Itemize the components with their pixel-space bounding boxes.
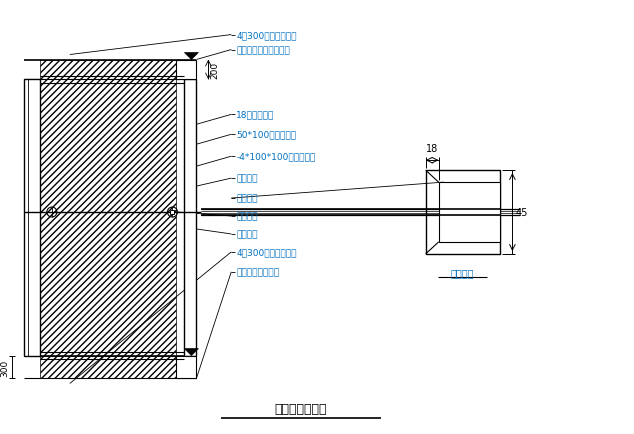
Bar [184,80,197,356]
Text: 45: 45 [515,207,527,217]
Text: 50*100木枋竖楞棒: 50*100木枋竖楞棒 [236,131,297,139]
Text: 4厚300宽钢板止水带: 4厚300宽钢板止水带 [236,248,297,257]
Text: 限位钢管: 限位钢管 [236,194,258,203]
Text: 木屋大棒: 木屋大棒 [451,267,474,277]
Text: 挡墙模板支设图: 挡墙模板支设图 [275,402,327,415]
Bar [24,80,40,356]
Bar [176,356,197,378]
Bar [40,60,176,80]
Text: -4*100*100钢板止水片: -4*100*100钢板止水片 [236,152,316,161]
Text: 负二层（负一层）地面: 负二层（负一层）地面 [236,46,290,55]
Bar [176,60,197,80]
Text: 300: 300 [0,359,9,376]
Polygon shape [425,171,500,254]
Polygon shape [439,183,500,242]
Text: 18厚木胶合板: 18厚木胶合板 [236,111,275,119]
Polygon shape [184,349,198,356]
Bar [171,210,174,214]
Bar [40,356,176,378]
Text: 对拉螺杆: 对拉螺杆 [236,212,258,221]
Bar [40,80,176,356]
Polygon shape [184,53,198,60]
Text: 18: 18 [425,144,437,154]
Text: 4厚300宽钢板止水带: 4厚300宽钢板止水带 [236,31,297,40]
Text: 钢管楞棒: 钢管楞棒 [236,174,258,183]
Text: 步方大棒: 步方大棒 [236,230,258,239]
Text: 200: 200 [210,62,219,79]
Text: 负三层（负二层）: 负三层（负二层） [236,268,279,277]
